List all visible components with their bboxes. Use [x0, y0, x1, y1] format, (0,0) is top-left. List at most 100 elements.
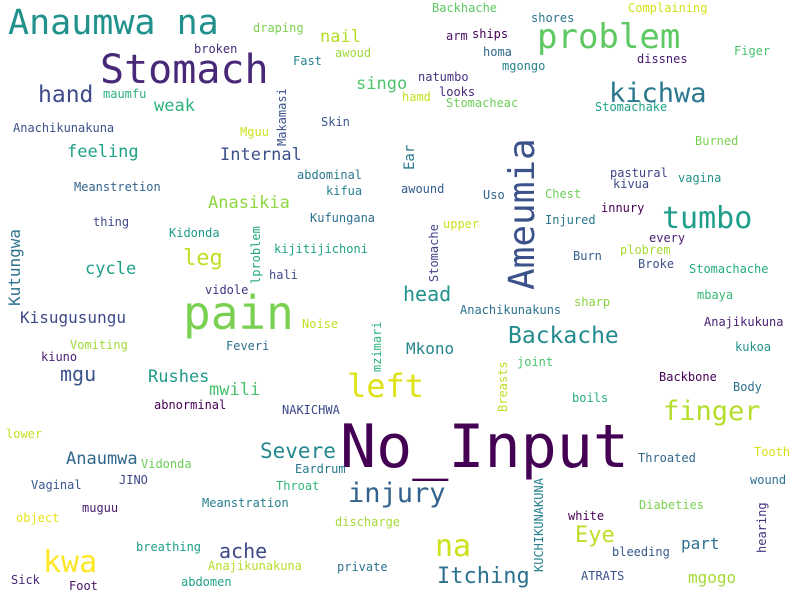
cloud-word: Eardrum: [295, 462, 346, 476]
cloud-word: pastural: [610, 166, 668, 180]
cloud-word: abdominal: [297, 168, 363, 182]
cloud-word: kwa: [43, 545, 98, 580]
cloud-word: tumbo: [662, 201, 753, 236]
cloud-word: Makamasi: [275, 88, 289, 146]
cloud-word: Tooth: [754, 445, 791, 459]
cloud-word: JINO: [119, 473, 148, 487]
cloud-word: wound: [750, 473, 787, 487]
cloud-word: Anachikunakuna: [13, 121, 115, 135]
cloud-word: awound: [401, 182, 445, 196]
cloud-word: kichwa: [609, 78, 707, 109]
cloud-word: Throated: [638, 451, 696, 465]
cloud-word: mgogo: [688, 568, 737, 587]
cloud-word: kijitijichoni: [274, 242, 368, 256]
cloud-word: mbaya: [697, 288, 734, 302]
cloud-word: kivua: [613, 177, 650, 191]
cloud-word: Feveri: [226, 339, 270, 353]
cloud-word: Broke: [638, 257, 675, 271]
cloud-word: No_Input: [340, 412, 629, 482]
cloud-word: left: [347, 367, 425, 405]
cloud-word: dissnes: [637, 52, 688, 66]
cloud-word: singo: [356, 74, 408, 94]
cloud-word: Anaumwa: [66, 449, 138, 469]
cloud-word: Skin: [321, 115, 350, 129]
cloud-word: Stomachake: [595, 100, 668, 114]
cloud-word: head: [403, 282, 452, 306]
cloud-word: Throat: [276, 479, 320, 493]
cloud-word: Fast: [293, 54, 322, 68]
cloud-word: joint: [517, 355, 554, 369]
cloud-word: Diabeties: [639, 498, 705, 512]
cloud-word: leg: [183, 246, 223, 271]
cloud-word: hearing: [755, 502, 769, 553]
cloud-word: object: [16, 511, 60, 525]
cloud-word: Injured: [545, 213, 596, 227]
cloud-word: vagina: [678, 171, 722, 185]
cloud-word: nail: [320, 27, 361, 47]
cloud-word: thing: [93, 215, 130, 229]
cloud-word: feeling: [67, 142, 139, 162]
cloud-word: Stomache: [427, 224, 441, 282]
cloud-word: white: [568, 509, 605, 523]
cloud-word: NAKICHWA: [282, 403, 340, 417]
cloud-word: Burned: [695, 134, 739, 148]
cloud-word: awoud: [335, 46, 372, 60]
cloud-word: breathing: [136, 540, 202, 554]
cloud-word: bleeding: [612, 545, 670, 559]
cloud-word: Anasikia: [208, 193, 290, 213]
cloud-word: Eye: [575, 523, 615, 548]
cloud-word: cycle: [85, 259, 137, 279]
cloud-word: Kutungwa: [5, 228, 24, 306]
cloud-word: weak: [154, 96, 195, 116]
cloud-word: Anajikunakuna: [208, 559, 302, 573]
cloud-word: na: [435, 529, 472, 564]
cloud-word: Backhache: [432, 1, 498, 15]
cloud-word: Anaumwa na: [8, 3, 219, 43]
cloud-word: injury: [348, 478, 446, 509]
cloud-word: Kidonda: [169, 226, 220, 240]
cloud-word: maumfu: [103, 87, 147, 101]
cloud-word: hand: [38, 82, 94, 108]
cloud-word: KUCHIKUNAKUNA: [532, 478, 546, 572]
cloud-word: discharge: [335, 515, 401, 529]
cloud-word: ache: [219, 539, 268, 563]
cloud-word: lower: [6, 427, 43, 441]
cloud-word: Backbone: [659, 370, 717, 384]
cloud-word: Meanstration: [202, 496, 289, 510]
cloud-word: Backache: [508, 323, 619, 349]
cloud-word: hali: [269, 268, 298, 282]
cloud-word: finger: [663, 396, 761, 427]
cloud-word: Stomacheac: [446, 96, 519, 110]
cloud-word: Foot: [69, 579, 98, 593]
cloud-word: Mguu: [240, 125, 269, 139]
cloud-word: Uso: [483, 188, 505, 202]
cloud-word: Body: [733, 380, 762, 394]
cloud-word: lproblem: [249, 226, 263, 284]
cloud-word: Internal: [220, 145, 302, 165]
cloud-word: innury: [601, 201, 645, 215]
cloud-word: kifua: [326, 184, 363, 198]
cloud-word: Itching: [437, 564, 530, 589]
cloud-word: Sick: [11, 573, 40, 587]
cloud-word: ships: [472, 27, 509, 41]
cloud-word: sharp: [574, 295, 611, 309]
cloud-word: mzimari: [370, 321, 384, 372]
cloud-word: Kufungana: [310, 211, 376, 225]
cloud-word: Rushes: [148, 367, 210, 387]
cloud-word: hamd: [402, 90, 431, 104]
cloud-word: plobrem: [620, 243, 671, 257]
cloud-word: Noise: [302, 317, 339, 331]
cloud-word: Stomach: [100, 47, 269, 93]
cloud-word: Figer: [734, 44, 771, 58]
cloud-word: Anajikukuna: [704, 315, 784, 329]
cloud-word: Vidonda: [141, 457, 192, 471]
cloud-word: Chest: [545, 187, 582, 201]
cloud-word: every: [649, 231, 686, 245]
cloud-word: draping: [253, 21, 304, 35]
cloud-word: kiuno: [41, 350, 78, 364]
cloud-word: ATRATS: [581, 569, 625, 583]
cloud-word: shores: [531, 11, 575, 25]
cloud-word: vidole: [205, 283, 249, 297]
cloud-word: muguu: [82, 501, 119, 515]
